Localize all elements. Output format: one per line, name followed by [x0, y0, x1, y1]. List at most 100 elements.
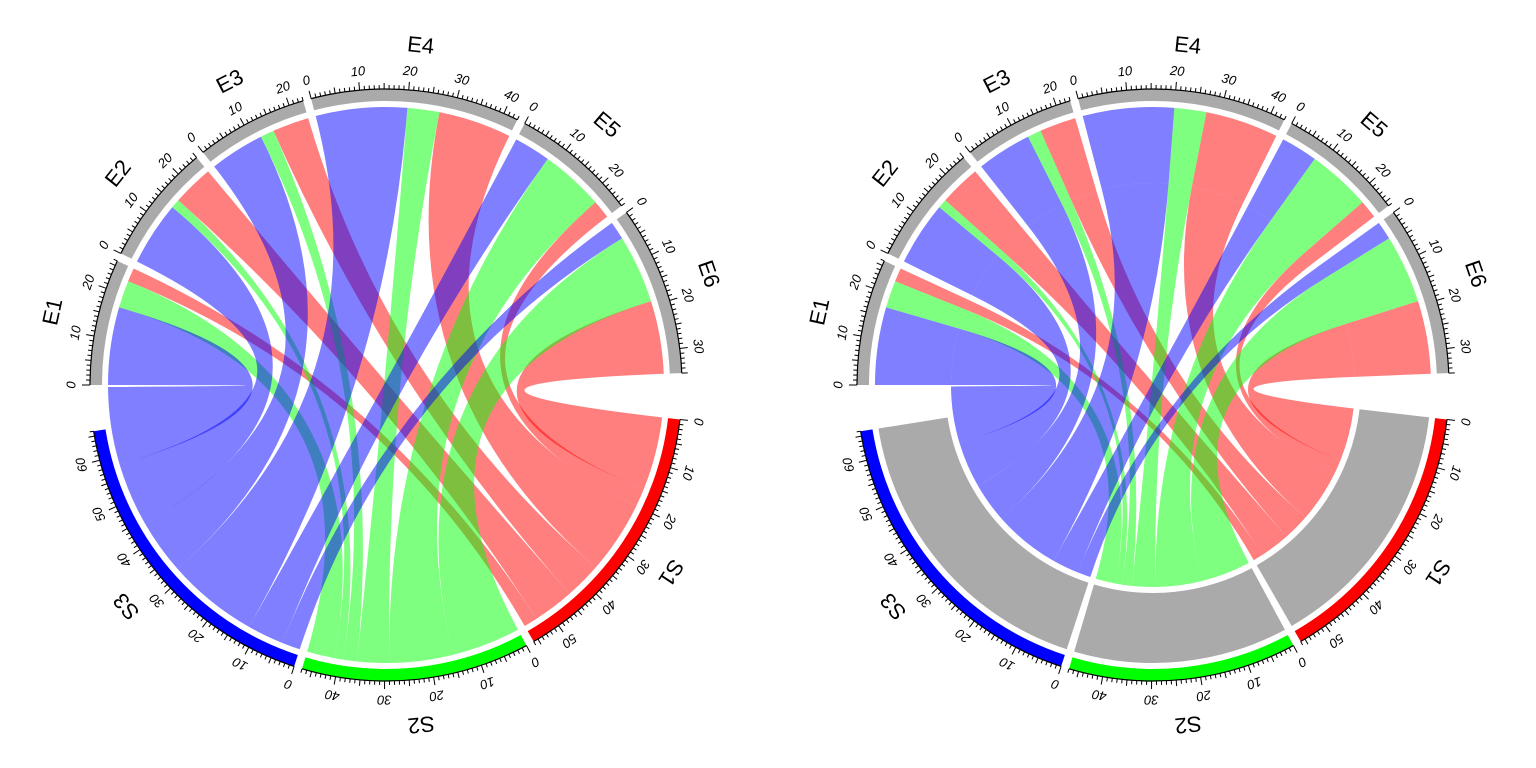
- tick-mark: [621, 202, 626, 207]
- tick-mark: [503, 656, 508, 663]
- tick-label: 40: [1090, 687, 1108, 704]
- tick-mark: [1011, 647, 1017, 655]
- tick-mark: [916, 569, 922, 574]
- tick-mark: [1175, 81, 1177, 90]
- tick-mark: [566, 619, 570, 624]
- tick-mark: [678, 337, 683, 340]
- tick-mark: [1291, 116, 1296, 124]
- sector-band-e1: [90, 260, 129, 385]
- tick-mark: [427, 88, 430, 93]
- tick-mark: [888, 528, 895, 532]
- tick-mark: [1243, 666, 1246, 671]
- tick-mark: [554, 628, 558, 632]
- tick-label: 10: [225, 98, 246, 118]
- sector-label-e5: E5: [1356, 106, 1393, 142]
- tick-mark: [113, 258, 118, 262]
- sector-s2: 0 10 20 30 40 S2: [1067, 634, 1309, 739]
- tick-mark: [145, 204, 150, 208]
- tick-mark: [608, 187, 613, 191]
- tick-mark: [1410, 530, 1415, 534]
- tick-mark: [442, 675, 445, 680]
- tick-mark: [1125, 82, 1128, 91]
- tick-mark: [107, 272, 112, 275]
- tick-mark: [1376, 578, 1380, 583]
- tick-mark: [422, 87, 425, 92]
- tick-mark: [192, 611, 197, 616]
- tick-mark: [1409, 234, 1414, 238]
- tick-label: 20: [154, 150, 176, 172]
- chord-end-s1-e2: [945, 171, 1024, 251]
- tick-mark: [1110, 87, 1113, 92]
- tick-label: 20: [605, 159, 627, 181]
- tick-mark: [915, 200, 920, 204]
- tick-mark: [1398, 217, 1403, 221]
- tick-mark: [573, 152, 577, 157]
- tick-mark: [219, 132, 224, 139]
- tick-mark: [893, 233, 898, 237]
- tick-mark: [1000, 126, 1003, 131]
- tick-mark: [1316, 135, 1320, 139]
- sector-e1: 0 10 20 E1: [37, 258, 129, 389]
- tick-mark: [888, 242, 893, 246]
- chord-s3-e5: [249, 139, 548, 643]
- tick-mark: [480, 98, 484, 105]
- tick-mark: [1430, 279, 1435, 283]
- tick-mark: [541, 636, 545, 641]
- tick-mark: [1379, 575, 1385, 580]
- tick-mark: [1125, 679, 1128, 686]
- tick-mark: [1059, 99, 1062, 104]
- tick-mark: [148, 565, 152, 569]
- tick-mark: [1224, 672, 1227, 679]
- tick-mark: [1063, 98, 1066, 103]
- tick-label: 20: [185, 625, 207, 647]
- tick-mark: [183, 604, 189, 611]
- sector-axis-e1: [89, 260, 118, 386]
- tick-mark: [1432, 481, 1437, 484]
- tick-mark: [452, 92, 454, 97]
- tick-mark: [991, 131, 995, 136]
- tick-mark: [233, 126, 236, 131]
- tick-mark: [319, 673, 322, 678]
- tick-label: 0: [1049, 676, 1061, 693]
- tick-mark: [898, 225, 903, 229]
- tick-mark: [268, 657, 272, 664]
- tick-mark: [461, 94, 464, 100]
- tick-mark: [886, 246, 891, 250]
- sector-axis-s2: [301, 645, 527, 682]
- tick-mark: [1405, 539, 1410, 543]
- tick-mark: [1358, 169, 1363, 173]
- tick-label: 10: [478, 674, 497, 693]
- tick-mark: [1022, 651, 1026, 656]
- tick-mark: [918, 196, 923, 200]
- tick-label: 0: [527, 98, 541, 115]
- tick-mark: [442, 90, 445, 95]
- tick-label: 60: [839, 455, 857, 474]
- tick-mark: [537, 638, 542, 645]
- tick-mark: [629, 213, 633, 217]
- tick-mark: [489, 104, 493, 109]
- tick-mark: [651, 250, 660, 256]
- tick-mark: [329, 90, 331, 95]
- tick-mark: [164, 587, 171, 594]
- tick-mark: [1359, 596, 1363, 601]
- tick-mark: [1444, 332, 1449, 335]
- tick-label: 20: [1040, 78, 1060, 97]
- tick-mark: [125, 532, 130, 536]
- sector-band-e2: [887, 157, 972, 259]
- tick-label: 30: [1399, 557, 1420, 578]
- tick-label: 0: [1401, 194, 1418, 209]
- tick-mark: [1052, 97, 1057, 106]
- tick-mark: [1355, 165, 1359, 170]
- tick-mark: [1204, 89, 1207, 94]
- tick-mark: [861, 454, 866, 457]
- tick-mark: [1204, 676, 1207, 681]
- tick-mark: [602, 177, 609, 184]
- sector-label-s2: S2: [1174, 711, 1203, 739]
- tick-mark: [151, 196, 156, 200]
- tick-mark: [1238, 668, 1241, 673]
- tick-mark: [853, 334, 862, 337]
- tick-mark: [301, 96, 304, 101]
- tick-mark: [1252, 102, 1255, 107]
- tick-mark: [255, 114, 258, 119]
- tick-mark: [229, 637, 233, 642]
